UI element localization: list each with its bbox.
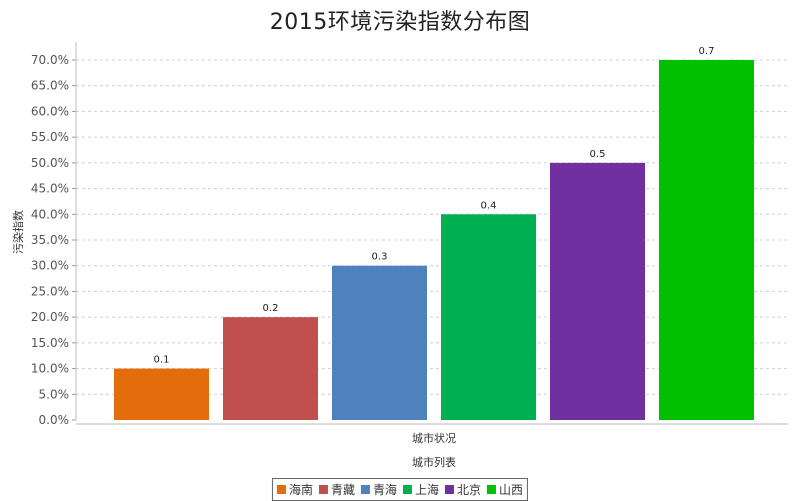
y-tick-label: 25.0%	[31, 284, 69, 298]
legend-item[interactable]: 青藏	[318, 481, 355, 498]
legend-item[interactable]: 海南	[276, 481, 313, 498]
y-tick-label: 45.0%	[31, 182, 69, 196]
y-axis-ticks: 0.0% 5.0% 10.0% 15.0% 20.0% 25.0% 30.0% 35.0% 40…	[31, 53, 76, 427]
y-tick-label: 20.0%	[31, 310, 69, 324]
legend-swatch	[360, 485, 370, 494]
legend: 海南 青藏 青海 上海 北京 山西	[271, 478, 529, 501]
bar-data-label: 0.7	[699, 46, 715, 57]
x-axis-label: 城市状况	[412, 431, 456, 445]
y-tick-label: 5.0%	[39, 387, 70, 401]
legend-swatch	[403, 485, 412, 494]
bar-data-label: 0.1	[154, 355, 170, 366]
y-axis-label: 污染指数	[11, 210, 25, 254]
grid-lines	[76, 59, 788, 395]
bar-1	[114, 368, 209, 420]
y-tick-label: 0.0%	[39, 413, 70, 427]
chart-title: 2015环境污染指数分布图	[269, 10, 531, 35]
bar-4	[441, 214, 536, 420]
legend-label: 青海	[372, 483, 397, 497]
legend-item[interactable]: 北京	[445, 481, 481, 498]
y-tick-label: 15.0%	[31, 336, 69, 350]
y-tick-label: 10.0%	[31, 362, 69, 376]
bar-data-label: 0.2	[263, 303, 279, 314]
bar-6	[659, 60, 754, 420]
y-tick-label: 40.0%	[31, 207, 69, 221]
legend-label: 上海	[415, 483, 440, 497]
y-tick-label: 30.0%	[31, 259, 69, 273]
legend-item[interactable]: 青海	[360, 481, 397, 498]
y-tick-label: 70.0%	[31, 53, 69, 67]
y-tick-label: 35.0%	[31, 233, 69, 247]
bar-5	[550, 162, 645, 420]
bar-2	[223, 317, 318, 420]
category-axis-title: 城市列表	[412, 455, 456, 469]
legend-label: 海南	[288, 483, 313, 497]
legend-label: 北京	[457, 483, 482, 497]
y-tick-label: 65.0%	[31, 79, 69, 93]
legend-item[interactable]: 上海	[403, 481, 439, 498]
bar-data-label: 0.5	[590, 149, 606, 160]
legend-item[interactable]: 山西	[487, 481, 523, 498]
bars: 0.1 0.2 0.3 0.4 0.5 0.7	[114, 46, 754, 420]
legend-label: 青藏	[330, 483, 355, 497]
legend-label: 山西	[499, 483, 524, 497]
y-tick-label: 50.0%	[31, 156, 69, 170]
axes	[75, 42, 788, 425]
bar-3	[332, 265, 427, 420]
bar-data-label: 0.4	[481, 200, 497, 211]
legend-swatch	[445, 485, 455, 494]
legend-swatch	[276, 485, 286, 494]
y-tick-label: 55.0%	[31, 130, 69, 144]
y-tick-label: 60.0%	[31, 104, 69, 118]
legend-swatch	[318, 485, 328, 494]
legend-swatch	[487, 485, 497, 494]
bar-data-label: 0.3	[372, 252, 388, 263]
